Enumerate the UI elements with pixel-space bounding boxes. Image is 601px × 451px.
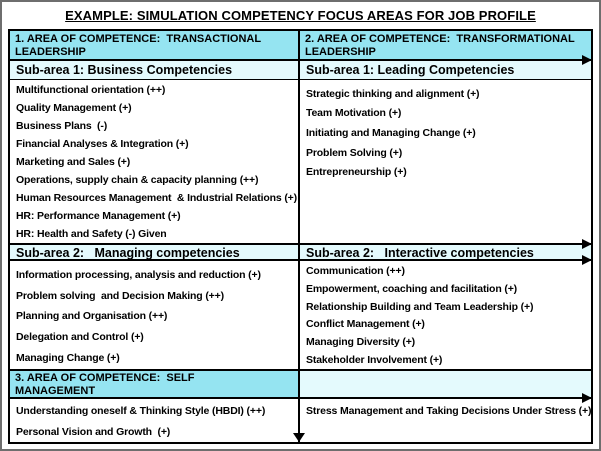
competency-item: Conflict Management (+) <box>306 318 425 331</box>
competency-item: Problem Solving (+) <box>306 146 403 159</box>
competency-item: Personal Vision and Growth (+) <box>16 425 171 438</box>
competency-item: Human Resources Management & Industrial … <box>16 192 298 204</box>
competency-item: Initiating and Managing Change (+) <box>306 126 476 139</box>
right-empty-band <box>300 369 591 399</box>
competency-item: Problem solving and Decision Making (++) <box>16 289 224 302</box>
left-subarea1-items: Multifunctional orientation (++) Quality… <box>10 80 300 243</box>
area2-header: 2. AREA OF COMPETENCE: TRANSFORMATIONAL … <box>300 31 591 61</box>
competency-item: Stress Management and Taking Decisions U… <box>306 405 591 417</box>
competency-item: Relationship Building and Team Leadershi… <box>306 300 534 313</box>
competency-item: Planning and Organisation (++) <box>16 310 168 323</box>
right-subarea1-items: Strategic thinking and alignment (+) Tea… <box>300 80 591 243</box>
arrow-right-icon <box>582 393 592 403</box>
competency-item: Entrepreneurship (+) <box>306 166 407 179</box>
left-subarea2-items: Information processing, analysis and red… <box>10 261 300 369</box>
competency-table: 1. AREA OF COMPETENCE: TRANSACTIONAL LEA… <box>8 29 593 444</box>
competency-item: Marketing and Sales (+) <box>16 156 131 168</box>
competency-item: Communication (++) <box>306 264 405 277</box>
competency-item: Information processing, analysis and red… <box>16 269 261 282</box>
competency-item: Understanding oneself & Thinking Style (… <box>16 404 266 417</box>
competency-item: Managing Diversity (+) <box>306 336 416 349</box>
competency-item: Multifunctional orientation (++) <box>16 84 166 96</box>
arrow-right-icon <box>582 239 592 249</box>
right-subarea2-header: Sub-area 2: Interactive competencies <box>300 243 591 261</box>
competency-item: Operations, supply chain & capacity plan… <box>16 174 259 186</box>
right-subarea2-items: Communication (++) Empowerment, coaching… <box>300 261 591 369</box>
arrow-down-icon <box>293 433 305 442</box>
area3-header: 3. AREA OF COMPETENCE: SELF MANAGEMENT <box>10 369 300 399</box>
competency-item: Empowerment, coaching and facilitation (… <box>306 282 518 295</box>
competency-item: Delegation and Control (+) <box>16 331 144 344</box>
competency-item: Stakeholder Involvement (+) <box>306 354 443 367</box>
right-subarea1-header: Sub-area 1: Leading Competencies <box>300 61 591 80</box>
competency-item: Quality Management (+) <box>16 102 132 114</box>
arrow-right-icon <box>582 255 592 265</box>
area1-header: 1. AREA OF COMPETENCE: TRANSACTIONAL LEA… <box>10 31 300 61</box>
competency-item: Managing Change (+) <box>16 351 120 364</box>
competency-item: HR: Health and Safety (-) Given <box>16 228 167 240</box>
left-subarea1-header: Sub-area 1: Business Competencies <box>10 61 300 80</box>
competency-item: Team Motivation (+) <box>306 107 402 120</box>
area3-items: Understanding oneself & Thinking Style (… <box>10 399 300 442</box>
page-title: EXAMPLE: SIMULATION COMPETENCY FOCUS ARE… <box>65 8 536 23</box>
competency-item: Business Plans (-) <box>16 120 108 132</box>
right-bottom-items: Stress Management and Taking Decisions U… <box>300 399 591 442</box>
left-subarea2-header: Sub-area 2: Managing competencies <box>10 243 300 261</box>
arrow-right-icon <box>582 55 592 65</box>
competency-item: Strategic thinking and alignment (+) <box>306 87 480 100</box>
competency-item: Financial Analyses & Integration (+) <box>16 138 189 150</box>
competency-item: HR: Performance Management (+) <box>16 210 181 222</box>
